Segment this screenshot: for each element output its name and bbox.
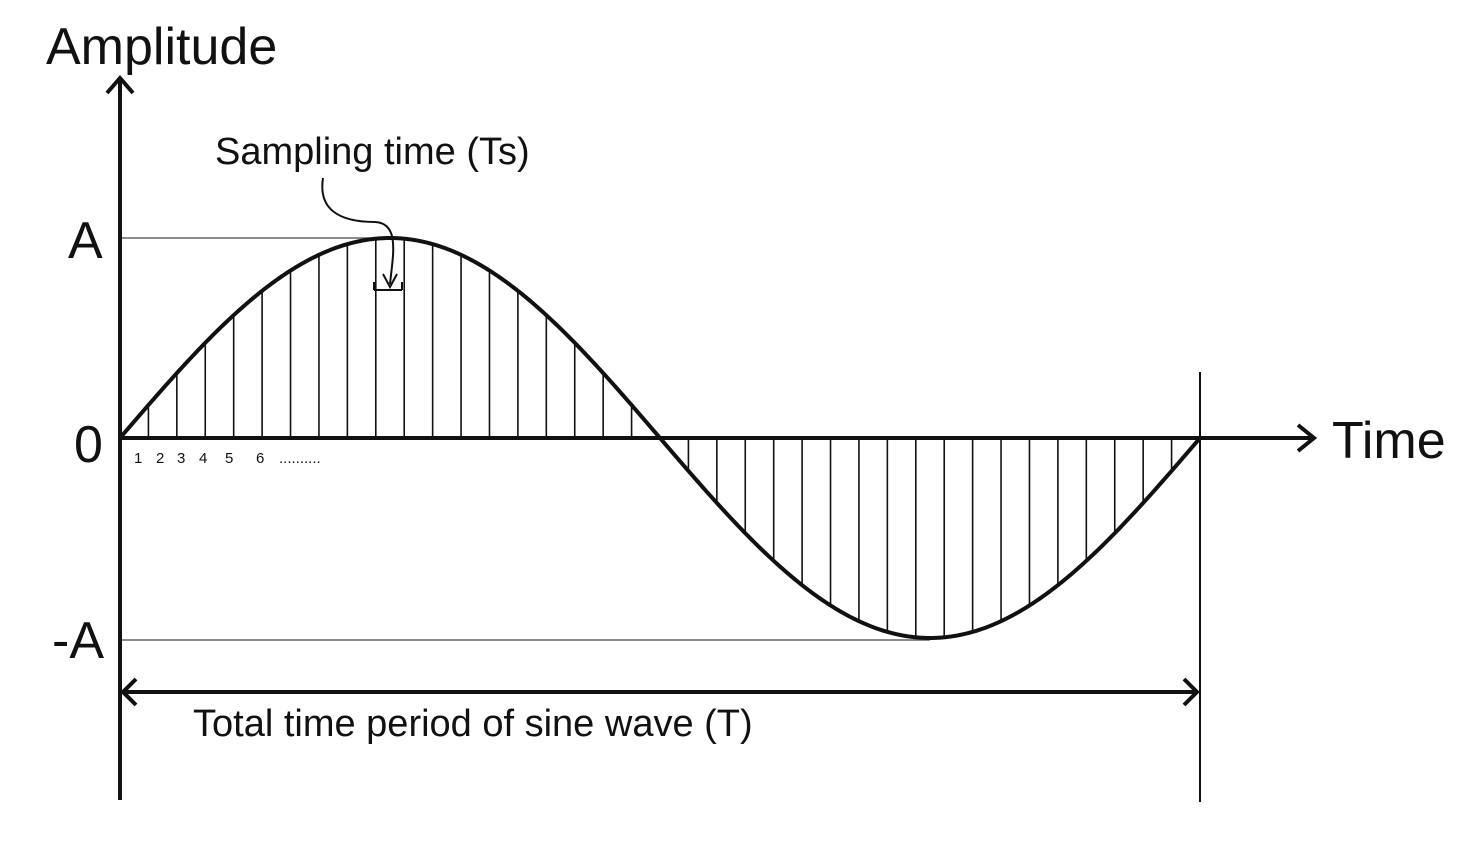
sample-index-label: 5 [225, 450, 233, 467]
sample-index-label: 6 [256, 450, 264, 467]
total-period-arrowhead-left [120, 677, 138, 707]
sample-index-label: 4 [199, 450, 207, 467]
level-label-zero: 0 [74, 416, 103, 474]
sample-index-label: 1 [134, 450, 142, 467]
y-axis-label: Amplitude [46, 18, 277, 76]
sample-lines [147, 238, 1173, 638]
total-period-label: Total time period of sine wave (T) [193, 703, 753, 745]
sampling-time-pointer-arrowhead [382, 273, 398, 290]
x-axis-label: Time [1332, 412, 1446, 470]
sampling-time-bracket [373, 282, 403, 291]
sampling-time-label: Sampling time (Ts) [215, 131, 530, 173]
level-label-negative: -A [52, 612, 104, 670]
y-axis-arrowhead [105, 74, 135, 95]
sample-index-label: 2 [156, 450, 164, 467]
sampling-time-pointer [321, 177, 395, 285]
total-period-arrowhead-right [1182, 677, 1200, 707]
sine-curve [118, 235, 1202, 641]
x-axis-arrowhead [1296, 423, 1318, 453]
sample-index-label: 3 [177, 450, 185, 467]
sample-index-ellipsis: .......... [279, 450, 321, 467]
level-label-positive: A [68, 212, 103, 270]
